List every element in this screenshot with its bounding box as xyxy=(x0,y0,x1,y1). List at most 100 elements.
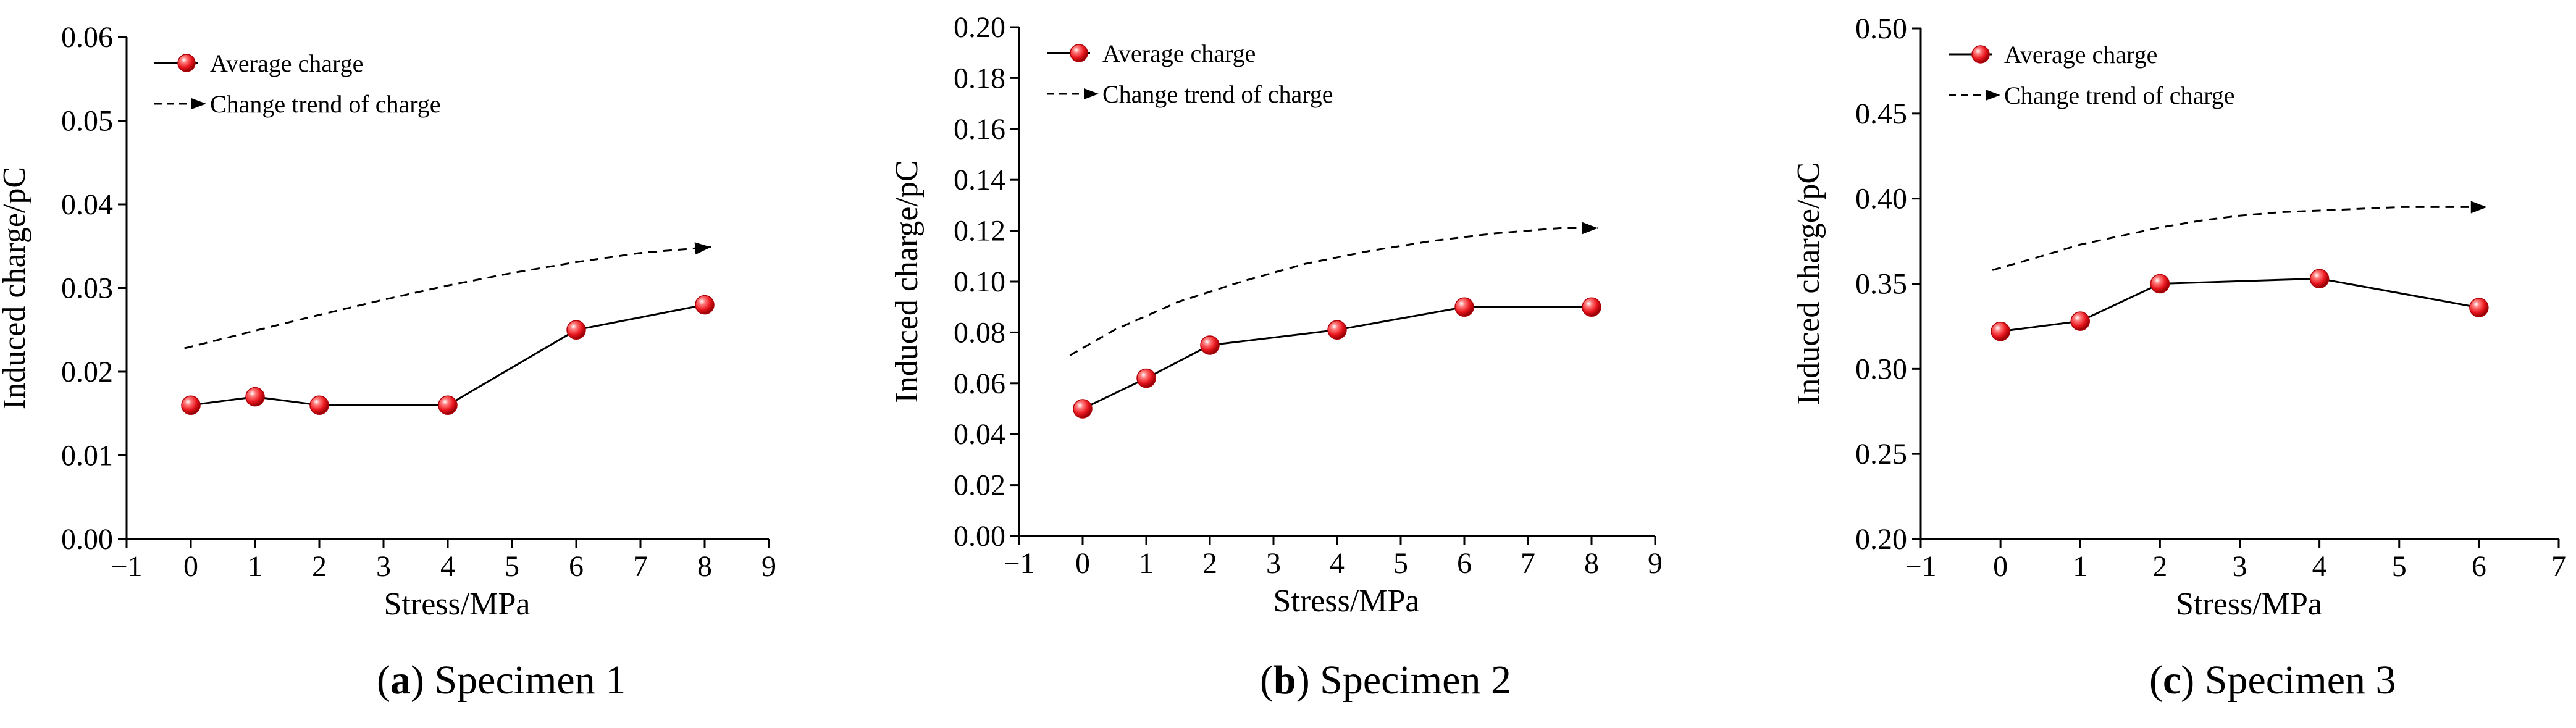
legend-marker-average xyxy=(1971,45,1990,64)
data-point xyxy=(1327,320,1347,340)
x-tick-label: 7 xyxy=(2551,550,2566,583)
x-tick-label: 4 xyxy=(2312,550,2327,583)
x-tick-label: 9 xyxy=(761,550,776,583)
panel-caption: (b) Specimen 2 xyxy=(1260,658,1511,703)
legend-arrow-trend xyxy=(1084,88,1099,99)
data-point xyxy=(1200,335,1220,355)
y-tick-label: 0.01 xyxy=(61,440,113,472)
y-tick-label: 0.02 xyxy=(954,469,1005,502)
panel-caption: (c) Specimen 3 xyxy=(2149,658,2396,703)
x-tick-label: 4 xyxy=(440,550,455,583)
y-tick-label: 0.14 xyxy=(954,164,1005,196)
x-tick-label: 7 xyxy=(1521,547,1535,580)
legend-label-average: Average charge xyxy=(210,49,363,77)
y-tick-label: 0.00 xyxy=(61,523,113,556)
x-tick-label: 5 xyxy=(1393,547,1408,580)
legend-label-trend: Change trend of charge xyxy=(1102,80,1333,108)
x-tick-label: 6 xyxy=(2472,550,2486,583)
y-tick-label: 0.06 xyxy=(954,367,1005,400)
y-axis-label: Induced charge/pC xyxy=(0,167,32,409)
x-tick-label: 8 xyxy=(1584,547,1599,580)
trend-arrowhead xyxy=(694,242,711,255)
x-tick-label: 1 xyxy=(248,550,262,583)
x-tick-label: −1 xyxy=(1905,550,1936,583)
x-tick-label: 3 xyxy=(1266,547,1281,580)
data-point xyxy=(695,295,715,315)
x-tick-label: 2 xyxy=(1202,547,1217,580)
legend-marker-average xyxy=(177,54,196,72)
panel-caption: (a) Specimen 1 xyxy=(377,658,626,703)
legend-label-average: Average charge xyxy=(2004,41,2157,69)
y-tick-label: 0.04 xyxy=(61,188,113,221)
x-axis-label: Stress/MPa xyxy=(2176,587,2322,622)
data-point xyxy=(2150,274,2170,294)
chart-panel-a: −1 0 1 2 3 4 5 6 7 8 9 0.00 0.01 0.02 0.03 0.04 0.05 0.06… xyxy=(0,21,776,703)
x-tick-label: 2 xyxy=(2152,550,2167,583)
y-tick-label: 0.50 xyxy=(1855,12,1907,45)
x-tick-label: 5 xyxy=(505,550,519,583)
trend-line xyxy=(1992,206,2487,271)
chart-panel-b: −1 0 1 2 3 4 5 6 7 8 9 0.00 0.02 0.04 0.06 0.08 0.10 0.12… xyxy=(889,11,1663,703)
series-line xyxy=(1082,306,1592,410)
x-tick-label: 0 xyxy=(1075,547,1090,580)
y-tick-label: 0.05 xyxy=(61,105,113,138)
x-tick-label: 7 xyxy=(633,550,648,583)
y-tick-label: 0.00 xyxy=(954,520,1005,553)
y-tick-label: 0.30 xyxy=(1855,353,1907,385)
data-point xyxy=(1073,399,1093,419)
y-tick-label: 0.03 xyxy=(61,272,113,305)
y-tick-label: 0.35 xyxy=(1855,268,1907,301)
y-tick-label: 0.04 xyxy=(954,418,1005,451)
data-point xyxy=(245,387,265,407)
y-tick-label: 0.45 xyxy=(1855,98,1907,130)
data-point xyxy=(1991,321,2010,341)
data-point xyxy=(1136,368,1156,388)
x-tick-label: 3 xyxy=(2233,550,2247,583)
y-tick-label: 0.16 xyxy=(954,113,1005,146)
x-tick-label: 5 xyxy=(2392,550,2407,583)
x-tick-label: −1 xyxy=(111,550,142,583)
legend-marker-average xyxy=(1070,44,1088,62)
y-tick-label: 0.20 xyxy=(954,11,1005,44)
y-tick-label: 0.02 xyxy=(61,356,113,388)
y-axis-label: Induced charge/pC xyxy=(1791,162,1826,405)
x-tick-label: 6 xyxy=(1457,547,1472,580)
y-tick-label: 0.25 xyxy=(1855,438,1907,471)
series-line xyxy=(190,304,705,406)
legend-arrow-trend xyxy=(191,98,206,109)
trend-line xyxy=(1069,227,1598,356)
x-tick-label: 3 xyxy=(376,550,391,583)
y-tick-label: 0.40 xyxy=(1855,183,1907,215)
trend-arrowhead xyxy=(1582,222,1598,235)
x-tick-label: −1 xyxy=(1003,547,1034,580)
chart-panel-c: −1 0 1 2 3 4 5 6 7 0.20 0.25 0.30 0.35 0.40 0.45 0.50 St… xyxy=(1791,12,2566,703)
legend: Average charge Change trend of charge xyxy=(1949,41,2235,109)
data-point xyxy=(2070,311,2090,331)
x-tick-label: 4 xyxy=(1330,547,1345,580)
y-axis-label: Induced charge/pC xyxy=(889,160,925,403)
x-tick-label: 2 xyxy=(312,550,327,583)
x-axis-label: Stress/MPa xyxy=(384,587,531,622)
data-point xyxy=(181,395,201,415)
x-tick-label: 0 xyxy=(1993,550,2008,583)
legend-label-trend: Change trend of charge xyxy=(2004,82,2235,109)
y-tick-label: 0.10 xyxy=(954,266,1005,298)
y-tick-label: 0.06 xyxy=(61,21,113,54)
data-point xyxy=(1454,297,1474,317)
legend: Average charge Change trend of charge xyxy=(1047,40,1333,108)
x-tick-label: 1 xyxy=(1139,547,1154,580)
trend-arrowhead xyxy=(2470,201,2487,214)
x-tick-label: 9 xyxy=(1648,547,1663,580)
data-point xyxy=(309,395,329,415)
legend-label-average: Average charge xyxy=(1102,40,1256,67)
data-point xyxy=(2469,298,2489,317)
trend-line xyxy=(184,246,711,349)
y-tick-label: 0.08 xyxy=(954,316,1005,349)
data-point xyxy=(438,395,458,415)
panels: −1 0 1 2 3 4 5 6 7 8 9 0.00 0.01 0.02 0.03 0.04 0.05 0.06… xyxy=(0,11,2566,703)
y-tick-label: 0.18 xyxy=(954,62,1005,94)
y-tick-label: 0.12 xyxy=(954,215,1005,248)
legend-arrow-trend xyxy=(1986,90,2000,101)
x-tick-label: 8 xyxy=(697,550,712,583)
